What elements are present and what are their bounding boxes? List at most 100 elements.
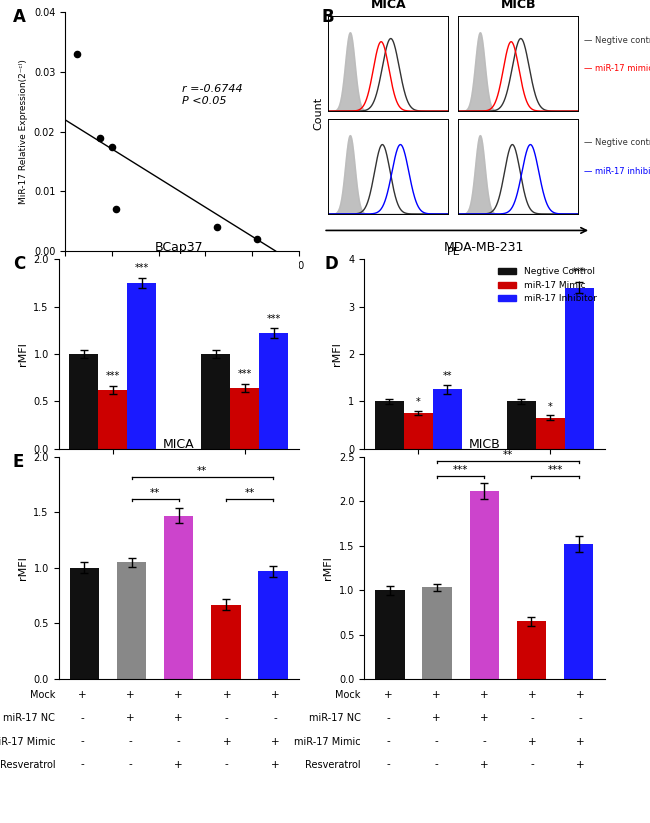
- Text: -: -: [81, 737, 84, 746]
- Text: -: -: [578, 714, 582, 723]
- Text: B: B: [322, 8, 334, 26]
- Point: [111, 202, 122, 216]
- Text: Mock: Mock: [30, 690, 55, 700]
- Text: +: +: [480, 714, 489, 723]
- Y-axis label: MiR-17 Relative Expression(2⁻ᶜᴵ): MiR-17 Relative Expression(2⁻ᶜᴵ): [20, 59, 28, 204]
- Text: — Negtive control: — Negtive control: [584, 35, 650, 44]
- Bar: [211, 605, 240, 679]
- Point: [252, 233, 262, 246]
- Text: +: +: [174, 714, 183, 723]
- Text: ***: ***: [547, 466, 563, 476]
- Text: Mock: Mock: [335, 690, 361, 700]
- Text: **: **: [197, 466, 207, 476]
- Text: -: -: [129, 760, 133, 770]
- Y-axis label: rMFI: rMFI: [18, 342, 28, 366]
- Bar: [259, 333, 288, 449]
- Text: -: -: [434, 760, 438, 770]
- Text: +: +: [174, 760, 183, 770]
- Text: **: **: [244, 488, 255, 498]
- Text: — miR-17 inhibitor: — miR-17 inhibitor: [584, 167, 650, 176]
- Text: -: -: [530, 760, 534, 770]
- Bar: [70, 354, 98, 449]
- Legend: Negtive Control, miR-17 Mimic, miR-17 Inhibitor: Negtive Control, miR-17 Mimic, miR-17 In…: [495, 263, 600, 307]
- Text: +: +: [576, 737, 585, 746]
- Bar: [70, 568, 99, 679]
- Bar: [422, 588, 452, 679]
- Bar: [565, 288, 593, 449]
- Title: MDA-MB-231: MDA-MB-231: [444, 241, 525, 254]
- Text: -: -: [530, 714, 534, 723]
- Text: -: -: [386, 737, 390, 746]
- Text: MICB: MICB: [500, 0, 536, 11]
- Title: MICA: MICA: [163, 439, 194, 452]
- Text: miR-17 NC: miR-17 NC: [3, 714, 55, 723]
- Text: +: +: [432, 690, 441, 700]
- Text: ***: ***: [106, 371, 120, 381]
- Text: -: -: [225, 760, 229, 770]
- Text: +: +: [576, 690, 585, 700]
- Text: r =-0.6744
P <0.05: r =-0.6744 P <0.05: [182, 84, 242, 105]
- Text: +: +: [126, 714, 135, 723]
- Y-axis label: rMFI: rMFI: [18, 556, 28, 580]
- Text: **: **: [150, 488, 161, 498]
- Text: MICA: MICA: [370, 0, 406, 11]
- Text: ***: ***: [572, 267, 586, 277]
- Bar: [117, 562, 146, 679]
- Text: PE: PE: [447, 247, 460, 257]
- Text: ***: ***: [266, 314, 281, 323]
- Text: -: -: [81, 714, 84, 723]
- Text: C: C: [13, 255, 25, 273]
- Text: +: +: [126, 690, 135, 700]
- Point: [72, 48, 82, 61]
- Text: Resveratrol: Resveratrol: [0, 760, 55, 770]
- Title: BCap37: BCap37: [155, 241, 203, 254]
- Bar: [433, 389, 462, 449]
- Text: D: D: [325, 255, 339, 273]
- Bar: [259, 571, 288, 679]
- Text: — Negtive control: — Negtive control: [584, 138, 650, 147]
- Text: +: +: [384, 690, 393, 700]
- Text: +: +: [528, 690, 537, 700]
- Text: +: +: [270, 760, 280, 770]
- Text: +: +: [222, 690, 231, 700]
- Bar: [404, 413, 433, 449]
- Y-axis label: rMFI: rMFI: [332, 342, 343, 366]
- Text: +: +: [270, 690, 280, 700]
- Text: -: -: [273, 714, 277, 723]
- Text: ***: ***: [453, 466, 469, 476]
- Text: — miR-17 mimic: — miR-17 mimic: [584, 64, 650, 73]
- Y-axis label: rMFI: rMFI: [323, 556, 333, 580]
- Text: A: A: [13, 8, 26, 26]
- Text: -: -: [177, 737, 181, 746]
- Text: +: +: [576, 760, 585, 770]
- X-axis label: MICA/B ΔMFI: MICA/B ΔMFI: [147, 277, 217, 286]
- Text: Resveratrol: Resveratrol: [305, 760, 361, 770]
- Title: MICB: MICB: [469, 439, 500, 452]
- Text: -: -: [434, 737, 438, 746]
- Bar: [517, 621, 546, 679]
- Bar: [230, 388, 259, 449]
- Text: -: -: [386, 760, 390, 770]
- Bar: [127, 283, 157, 449]
- Text: ***: ***: [135, 263, 149, 273]
- Text: +: +: [528, 737, 537, 746]
- Text: -: -: [386, 714, 390, 723]
- Text: E: E: [13, 453, 25, 471]
- Text: +: +: [270, 737, 280, 746]
- Text: **: **: [443, 371, 452, 381]
- Bar: [536, 418, 565, 449]
- Bar: [164, 516, 193, 679]
- Text: +: +: [222, 737, 231, 746]
- Text: +: +: [480, 690, 489, 700]
- Text: ***: ***: [237, 370, 252, 379]
- Text: +: +: [174, 690, 183, 700]
- Bar: [98, 390, 127, 449]
- Text: miR-17 NC: miR-17 NC: [309, 714, 361, 723]
- Point: [212, 221, 222, 234]
- Text: Count: Count: [313, 96, 324, 130]
- Text: +: +: [78, 690, 87, 700]
- Point: [107, 140, 117, 153]
- Text: +: +: [480, 760, 489, 770]
- Text: -: -: [129, 737, 133, 746]
- Text: +: +: [432, 714, 441, 723]
